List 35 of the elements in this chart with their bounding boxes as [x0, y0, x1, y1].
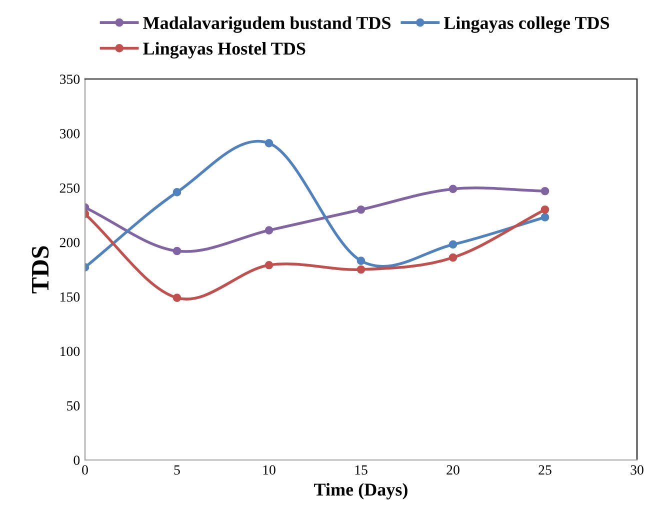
- y-tick-label: 150: [60, 292, 80, 302]
- y-tick-label: 300: [60, 129, 80, 138]
- point: [172, 188, 182, 196]
- point: [264, 260, 274, 270]
- y-tick-label: 0: [74, 456, 80, 465]
- legend-label: Lingayas college TDS: [444, 16, 610, 33]
- x-tick-label: 20: [446, 465, 460, 475]
- y-tick-label: 100: [60, 346, 80, 356]
- point: [540, 213, 550, 222]
- legend-label: Madalavarigudem bustand TDS: [143, 16, 391, 33]
- x-axis-title: Time (Days): [314, 483, 408, 500]
- x-tick-label: 30: [630, 465, 644, 475]
- point: [356, 265, 366, 274]
- y-tick-label: 350: [60, 74, 80, 84]
- point: [356, 256, 366, 265]
- y-axis-title: TDS: [32, 246, 49, 294]
- point: [172, 246, 182, 256]
- y-tick-label: 250: [60, 183, 80, 193]
- point: [172, 294, 182, 302]
- point: [448, 253, 458, 262]
- x-tick-label: 15: [355, 465, 368, 475]
- point: [540, 186, 550, 196]
- y-tick-label: 50: [67, 401, 80, 411]
- point: [264, 139, 274, 148]
- x-tick-label: 0: [82, 465, 88, 475]
- x-tick-label: 25: [538, 465, 552, 475]
- y-tick-label: 200: [60, 238, 80, 248]
- point: [356, 205, 366, 214]
- x-tick-label: 5: [174, 465, 180, 475]
- point: [540, 205, 550, 214]
- legend-label: Lingayas Hostel TDS: [143, 42, 306, 59]
- point: [264, 226, 274, 234]
- point: [448, 184, 458, 194]
- point: [448, 240, 458, 249]
- x-tick-label: 10: [263, 465, 276, 475]
